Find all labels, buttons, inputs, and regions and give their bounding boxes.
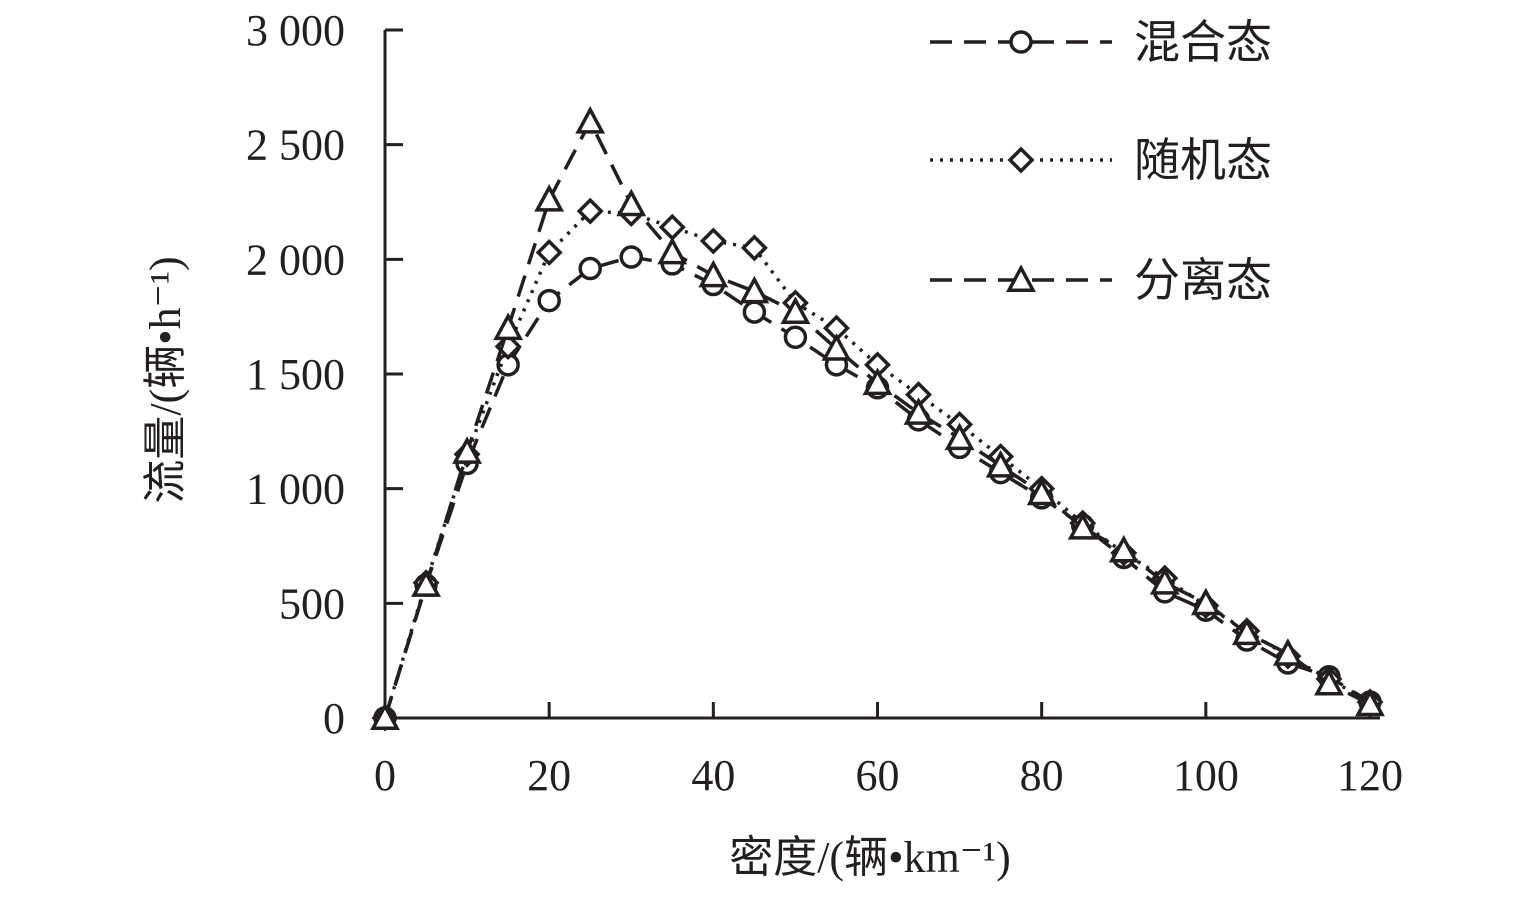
data-point-triangle — [1026, 477, 1057, 506]
data-point-circle — [783, 325, 808, 350]
x-tick-label: 100 — [1173, 751, 1239, 800]
legend-label: 分离态 — [1134, 255, 1272, 306]
axes: 0 500 1 000 1 500 2 000 2 500 3 000 0 20 40 60 80 10… — [246, 6, 1403, 800]
data-point-triangle — [1149, 567, 1180, 595]
data-point-triangle — [616, 188, 647, 217]
legend-label: 随机态 — [1134, 135, 1272, 186]
legend-item: 随机态 — [930, 135, 1272, 186]
data-point-triangle — [862, 367, 893, 396]
x-axis-title: 密度/(辆•km⁻¹) — [729, 833, 1011, 882]
x-tick-label: 120 — [1337, 751, 1403, 800]
data-point-triangle — [657, 236, 688, 265]
data-point-triangle — [534, 184, 565, 212]
series-layer — [370, 106, 1385, 732]
data-point-diamond — [699, 227, 727, 255]
data-point-circle — [537, 288, 561, 313]
data-point-triangle — [903, 397, 934, 425]
legend-item: 混合态 — [930, 17, 1272, 68]
y-tick-label: 3 000 — [246, 6, 345, 55]
data-point-circle — [578, 256, 602, 281]
data-point-triangle — [575, 106, 606, 134]
legend-label: 混合态 — [1134, 17, 1272, 68]
data-point-triangle — [1314, 667, 1344, 696]
y-tick-label: 2 500 — [246, 121, 345, 170]
data-point-triangle — [985, 450, 1016, 478]
data-point-triangle — [1231, 617, 1262, 646]
data-point-triangle — [1355, 688, 1385, 717]
x-tick-label: 20 — [527, 751, 571, 800]
legend-marker-triangle — [1006, 264, 1036, 292]
series-circle — [373, 245, 1382, 730]
data-point-diamond — [740, 234, 768, 262]
data-point-triangle — [452, 436, 483, 464]
series-line-triangle — [383, 117, 1371, 719]
x-tick-label: 60 — [856, 751, 900, 800]
x-tick-label: 40 — [691, 751, 735, 800]
data-point-triangle — [1190, 587, 1221, 616]
y-axis-title: 流量/(辆•h⁻¹) — [141, 256, 190, 503]
data-point-triangle — [1272, 638, 1303, 666]
x-tick-label: 80 — [1020, 751, 1064, 800]
data-point-triangle — [698, 259, 729, 288]
y-tick-label: 1 500 — [246, 350, 345, 399]
data-point-diamond — [658, 213, 686, 241]
legend-marker-diamond — [1007, 146, 1035, 174]
data-point-circle — [619, 245, 643, 269]
data-point-triangle — [1108, 534, 1139, 563]
x-tick-label: 0 — [374, 751, 396, 800]
data-point-triangle — [780, 296, 811, 325]
data-point-diamond — [576, 197, 604, 225]
y-tick-label: 1 000 — [246, 465, 345, 514]
series-line-circle — [383, 255, 1371, 719]
data-point-triangle — [739, 275, 770, 304]
data-point-triangle — [821, 333, 852, 361]
data-point-triangle — [1067, 511, 1098, 540]
y-tick-label: 0 — [323, 694, 345, 743]
legend-marker-circle — [1009, 30, 1033, 54]
data-point-triangle — [944, 422, 975, 451]
legend-item: 分离态 — [930, 255, 1272, 306]
y-tick-label: 2 000 — [246, 235, 345, 284]
data-point-diamond — [535, 238, 563, 266]
y-tick-label: 500 — [279, 579, 345, 628]
data-point-triangle — [493, 312, 524, 341]
data-point-triangle — [370, 702, 400, 730]
data-point-circle — [742, 300, 767, 324]
series-triangle — [370, 106, 1385, 730]
data-point-triangle — [411, 569, 441, 597]
